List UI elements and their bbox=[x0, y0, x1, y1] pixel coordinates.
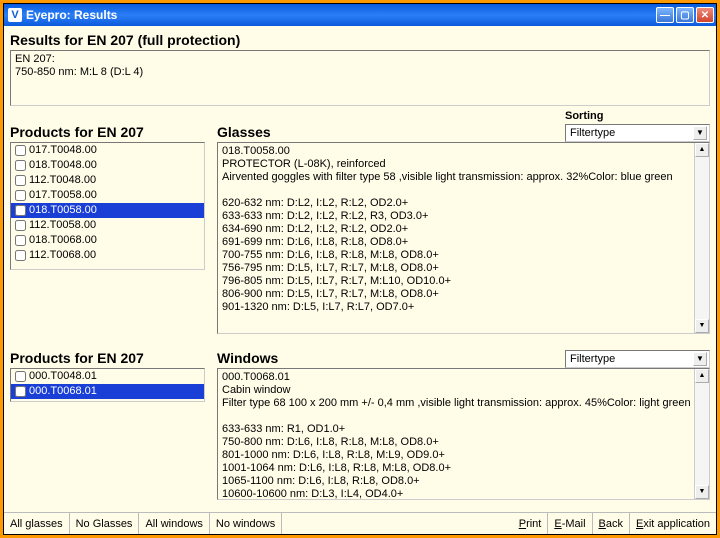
detail-line: 1001-1064 nm: D:L6, I:L8, R:L8, M:L8, OD… bbox=[222, 462, 705, 475]
list-item-label: 018.T0048.00 bbox=[29, 158, 97, 173]
print-button[interactable]: Print bbox=[513, 513, 549, 534]
window-title: Eyepro: Results bbox=[26, 8, 656, 22]
no-glasses-button[interactable]: No Glasses bbox=[70, 513, 140, 534]
list-item[interactable]: 112.T0048.00 bbox=[11, 173, 204, 188]
chevron-down-icon: ▼ bbox=[693, 126, 707, 140]
products-windows-list[interactable]: 000.T0048.01000.T0068.01 bbox=[10, 368, 205, 402]
glasses-detail: 018.T0058.00PROTECTOR (L-08K), reinforce… bbox=[217, 142, 710, 334]
detail-line bbox=[222, 184, 705, 197]
list-item-label: 018.T0058.00 bbox=[29, 203, 97, 218]
glasses-heading: Glasses bbox=[217, 124, 565, 140]
results-line: EN 207: bbox=[15, 53, 705, 66]
detail-line: 634-690 nm: D:L2, I:L2, R:L2, OD2.0+ bbox=[222, 223, 705, 236]
list-item-label: 112.T0058.00 bbox=[29, 218, 96, 233]
no-windows-button[interactable]: No windows bbox=[210, 513, 282, 534]
detail-line: 620-632 nm: D:L2, I:L2, R:L2, OD2.0+ bbox=[222, 197, 705, 210]
scroll-down-icon[interactable]: ▼ bbox=[695, 485, 709, 499]
chevron-down-icon: ▼ bbox=[693, 352, 707, 366]
list-item[interactable]: 000.T0048.01 bbox=[11, 369, 204, 384]
results-heading: Results for EN 207 (full protection) bbox=[10, 32, 710, 48]
scroll-down-icon[interactable]: ▼ bbox=[695, 319, 709, 333]
list-item[interactable]: 017.T0058.00 bbox=[11, 188, 204, 203]
list-item-checkbox[interactable] bbox=[15, 235, 26, 246]
bottom-toolbar: All glasses No Glasses All windows No wi… bbox=[4, 512, 716, 534]
scrollbar[interactable]: ▲ ▼ bbox=[694, 369, 709, 499]
products-glasses-list[interactable]: 017.T0048.00018.T0048.00112.T0048.00017.… bbox=[10, 142, 205, 270]
windows-sort-combo[interactable]: Filtertype ▼ bbox=[565, 350, 710, 368]
detail-line: 796-805 nm: D:L5, I:L7, R:L7, M:L10, OD1… bbox=[222, 275, 705, 288]
list-item-label: 112.T0048.00 bbox=[29, 173, 96, 188]
detail-line: 756-795 nm: D:L5, I:L7, R:L7, M:L8, OD8.… bbox=[222, 262, 705, 275]
list-item[interactable]: 018.T0068.00 bbox=[11, 233, 204, 248]
detail-line: 801-1000 nm: D:L6, I:L8, R:L8, M:L9, OD9… bbox=[222, 449, 705, 462]
titlebar: V Eyepro: Results — ▢ ✕ bbox=[4, 4, 716, 26]
email-button[interactable]: E-Mail bbox=[548, 513, 592, 534]
maximize-button[interactable]: ▢ bbox=[676, 7, 694, 23]
results-line: 750-850 nm: M:L 8 (D:L 4) bbox=[15, 66, 705, 79]
sorting-label: Sorting bbox=[565, 110, 710, 122]
glasses-sort-combo[interactable]: Filtertype ▼ bbox=[565, 124, 710, 142]
close-button[interactable]: ✕ bbox=[696, 7, 714, 23]
list-item[interactable]: 018.T0058.00 bbox=[11, 203, 204, 218]
detail-line: 018.T0058.00 bbox=[222, 145, 705, 158]
products-windows-heading: Products for EN 207 bbox=[10, 350, 205, 366]
exit-button[interactable]: Exit application bbox=[630, 513, 716, 534]
list-item-checkbox[interactable] bbox=[15, 145, 26, 156]
detail-line bbox=[222, 410, 705, 423]
scroll-up-icon[interactable]: ▲ bbox=[695, 143, 709, 157]
detail-line: PROTECTOR (L-08K), reinforced bbox=[222, 158, 705, 171]
detail-line: 633-633 nm: D:L2, I:L2, R:L2, R3, OD3.0+ bbox=[222, 210, 705, 223]
list-item[interactable]: 017.T0048.00 bbox=[11, 143, 204, 158]
list-item-checkbox[interactable] bbox=[15, 175, 26, 186]
list-item-checkbox[interactable] bbox=[15, 160, 26, 171]
windows-sort-value: Filtertype bbox=[570, 353, 615, 365]
all-windows-button[interactable]: All windows bbox=[139, 513, 209, 534]
glasses-sort-value: Filtertype bbox=[570, 127, 615, 139]
list-item[interactable]: 000.T0068.01 bbox=[11, 384, 204, 399]
list-item-checkbox[interactable] bbox=[15, 371, 26, 382]
list-item-checkbox[interactable] bbox=[15, 250, 26, 261]
list-item[interactable]: 018.T0048.00 bbox=[11, 158, 204, 173]
list-item-label: 017.T0048.00 bbox=[29, 143, 97, 158]
windows-heading: Windows bbox=[217, 350, 565, 366]
results-box: EN 207: 750-850 nm: M:L 8 (D:L 4) bbox=[10, 50, 710, 106]
list-item-label: 000.T0068.01 bbox=[29, 384, 97, 399]
detail-line: Filter type 68 100 x 200 mm +/- 0,4 mm ,… bbox=[222, 397, 705, 410]
all-glasses-button[interactable]: All glasses bbox=[4, 513, 70, 534]
detail-line: 806-900 nm: D:L5, I:L7, R:L7, M:L8, OD8.… bbox=[222, 288, 705, 301]
detail-line: 691-699 nm: D:L6, I:L8, R:L8, OD8.0+ bbox=[222, 236, 705, 249]
scroll-up-icon[interactable]: ▲ bbox=[695, 369, 709, 383]
list-item-label: 000.T0048.01 bbox=[29, 369, 97, 384]
list-item-checkbox[interactable] bbox=[15, 220, 26, 231]
windows-detail: 000.T0068.01Cabin windowFilter type 68 1… bbox=[217, 368, 710, 500]
scrollbar[interactable]: ▲ ▼ bbox=[694, 143, 709, 333]
detail-line: Cabin window bbox=[222, 384, 705, 397]
list-item[interactable]: 112.T0068.00 bbox=[11, 248, 204, 263]
detail-line: 750-800 nm: D:L6, I:L8, R:L8, M:L8, OD8.… bbox=[222, 436, 705, 449]
detail-line: 000.T0068.01 bbox=[222, 371, 705, 384]
list-item-label: 017.T0058.00 bbox=[29, 188, 97, 203]
detail-line: Airvented goggles with filter type 58 ,v… bbox=[222, 171, 705, 184]
back-button[interactable]: Back bbox=[593, 513, 630, 534]
list-item-checkbox[interactable] bbox=[15, 190, 26, 201]
list-item[interactable]: 112.T0058.00 bbox=[11, 218, 204, 233]
products-glasses-heading: Products for EN 207 bbox=[10, 124, 205, 140]
app-icon: V bbox=[8, 8, 22, 22]
detail-line: 1065-1100 nm: D:L6, I:L8, R:L8, OD8.0+ bbox=[222, 475, 705, 488]
detail-line: 700-755 nm: D:L6, I:L8, R:L8, M:L8, OD8.… bbox=[222, 249, 705, 262]
detail-line: 633-633 nm: R1, OD1.0+ bbox=[222, 423, 705, 436]
minimize-button[interactable]: — bbox=[656, 7, 674, 23]
detail-line: 10600-10600 nm: D:L3, I:L4, OD4.0+ bbox=[222, 488, 705, 501]
detail-line: 901-1320 nm: D:L5, I:L7, R:L7, OD7.0+ bbox=[222, 301, 705, 314]
list-item-checkbox[interactable] bbox=[15, 205, 26, 216]
list-item-label: 018.T0068.00 bbox=[29, 233, 97, 248]
list-item-label: 112.T0068.00 bbox=[29, 248, 96, 263]
list-item-checkbox[interactable] bbox=[15, 386, 26, 397]
